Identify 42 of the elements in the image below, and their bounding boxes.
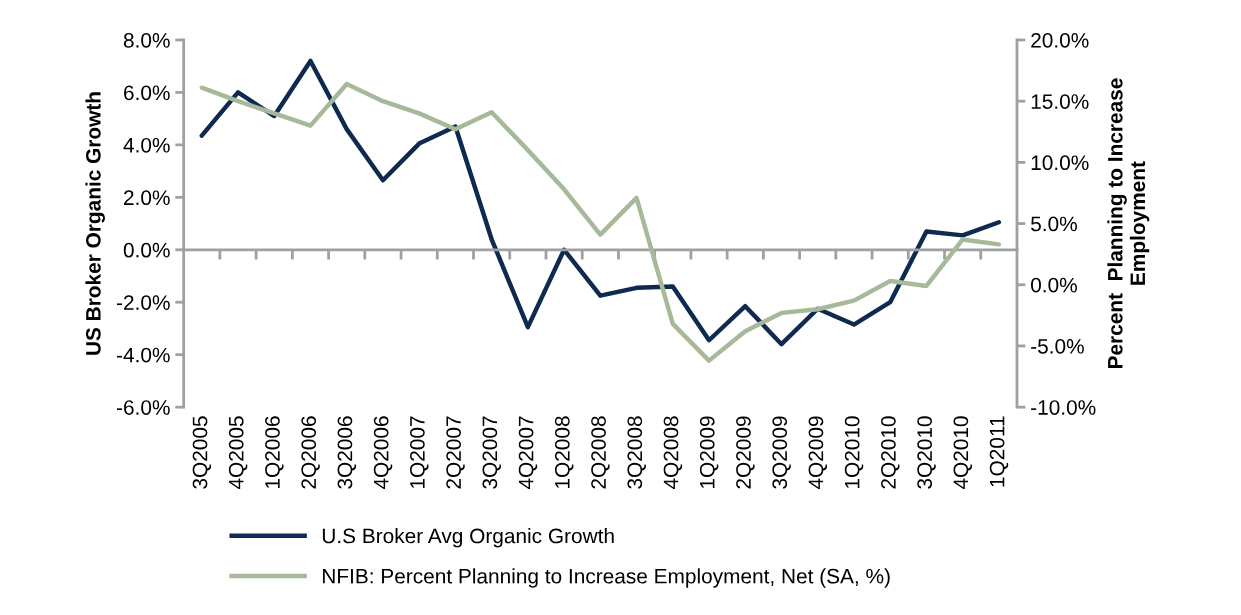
x-tick-label: 3Q2008 (627, 416, 646, 489)
x-tick-label: 4Q2006 (373, 416, 393, 490)
y-tick-label: 8.0% (123, 32, 170, 48)
y2-tick-label: 20.0% (1031, 32, 1089, 48)
x-tick-label: 1Q2009 (699, 416, 719, 489)
y2-tick-label: -10.0% (1031, 400, 1096, 415)
x-tick-label: 1Q2010 (844, 416, 864, 489)
x-tick-label: 1Q2008 (554, 416, 574, 489)
legend-label: U.S Broker Avg Organic Growth (322, 528, 614, 548)
x-tick-label: 2Q2010 (881, 416, 900, 489)
y-axis-title: US Broker Organic Growth (85, 92, 105, 355)
x-tick-label: 4Q2005 (228, 416, 248, 490)
x-tick-label: 3Q2009 (772, 416, 791, 489)
y2-axis-title: Percent Planning to Increase Employment (1107, 78, 1150, 369)
x-tick-label: 2Q2007 (446, 416, 465, 489)
y2-tick-label: 10.0% (1031, 155, 1089, 171)
x-tick-label: 2Q2006 (301, 416, 320, 489)
y-tick-label: -2.0% (116, 295, 170, 310)
y-tick-label: 0.0% (123, 242, 170, 258)
y2-tick-label: 15.0% (1031, 94, 1089, 109)
x-tick-label: 3Q2007 (482, 416, 501, 489)
y-tick-label: -6.0% (116, 400, 170, 415)
legend-label: NFIB: Percent Planning to Increase Employment, Net (SA, %) (323, 568, 890, 588)
y2-tick-label: 0.0% (1031, 277, 1077, 293)
x-tick-label: 4Q2007 (518, 416, 538, 490)
x-tick-label: 2Q2009 (736, 416, 755, 489)
x-tick-label: 2Q2008 (591, 416, 610, 489)
x-tick-label: 4Q2010 (953, 416, 972, 490)
y2-tick-label: -5.0% (1031, 338, 1084, 354)
y-tick-label: -4.0% (116, 347, 170, 363)
x-tick-label: 4Q2008 (663, 416, 683, 490)
x-tick-label: 1Q2011 (989, 416, 1009, 487)
x-tick-label: 1Q2006 (265, 416, 284, 489)
y-tick-label: 4.0% (123, 137, 170, 153)
y2-tick-label: 5.0% (1031, 216, 1077, 232)
x-tick-label: 1Q2007 (410, 416, 429, 489)
x-tick-label: 3Q2006 (337, 416, 357, 489)
x-tick-label: 3Q2005 (192, 416, 212, 489)
x-tick-label: 3Q2010 (917, 416, 936, 489)
y-tick-label: 2.0% (124, 190, 170, 206)
x-tick-label: 4Q2009 (808, 416, 828, 490)
y-tick-label: 6.0% (124, 85, 170, 101)
